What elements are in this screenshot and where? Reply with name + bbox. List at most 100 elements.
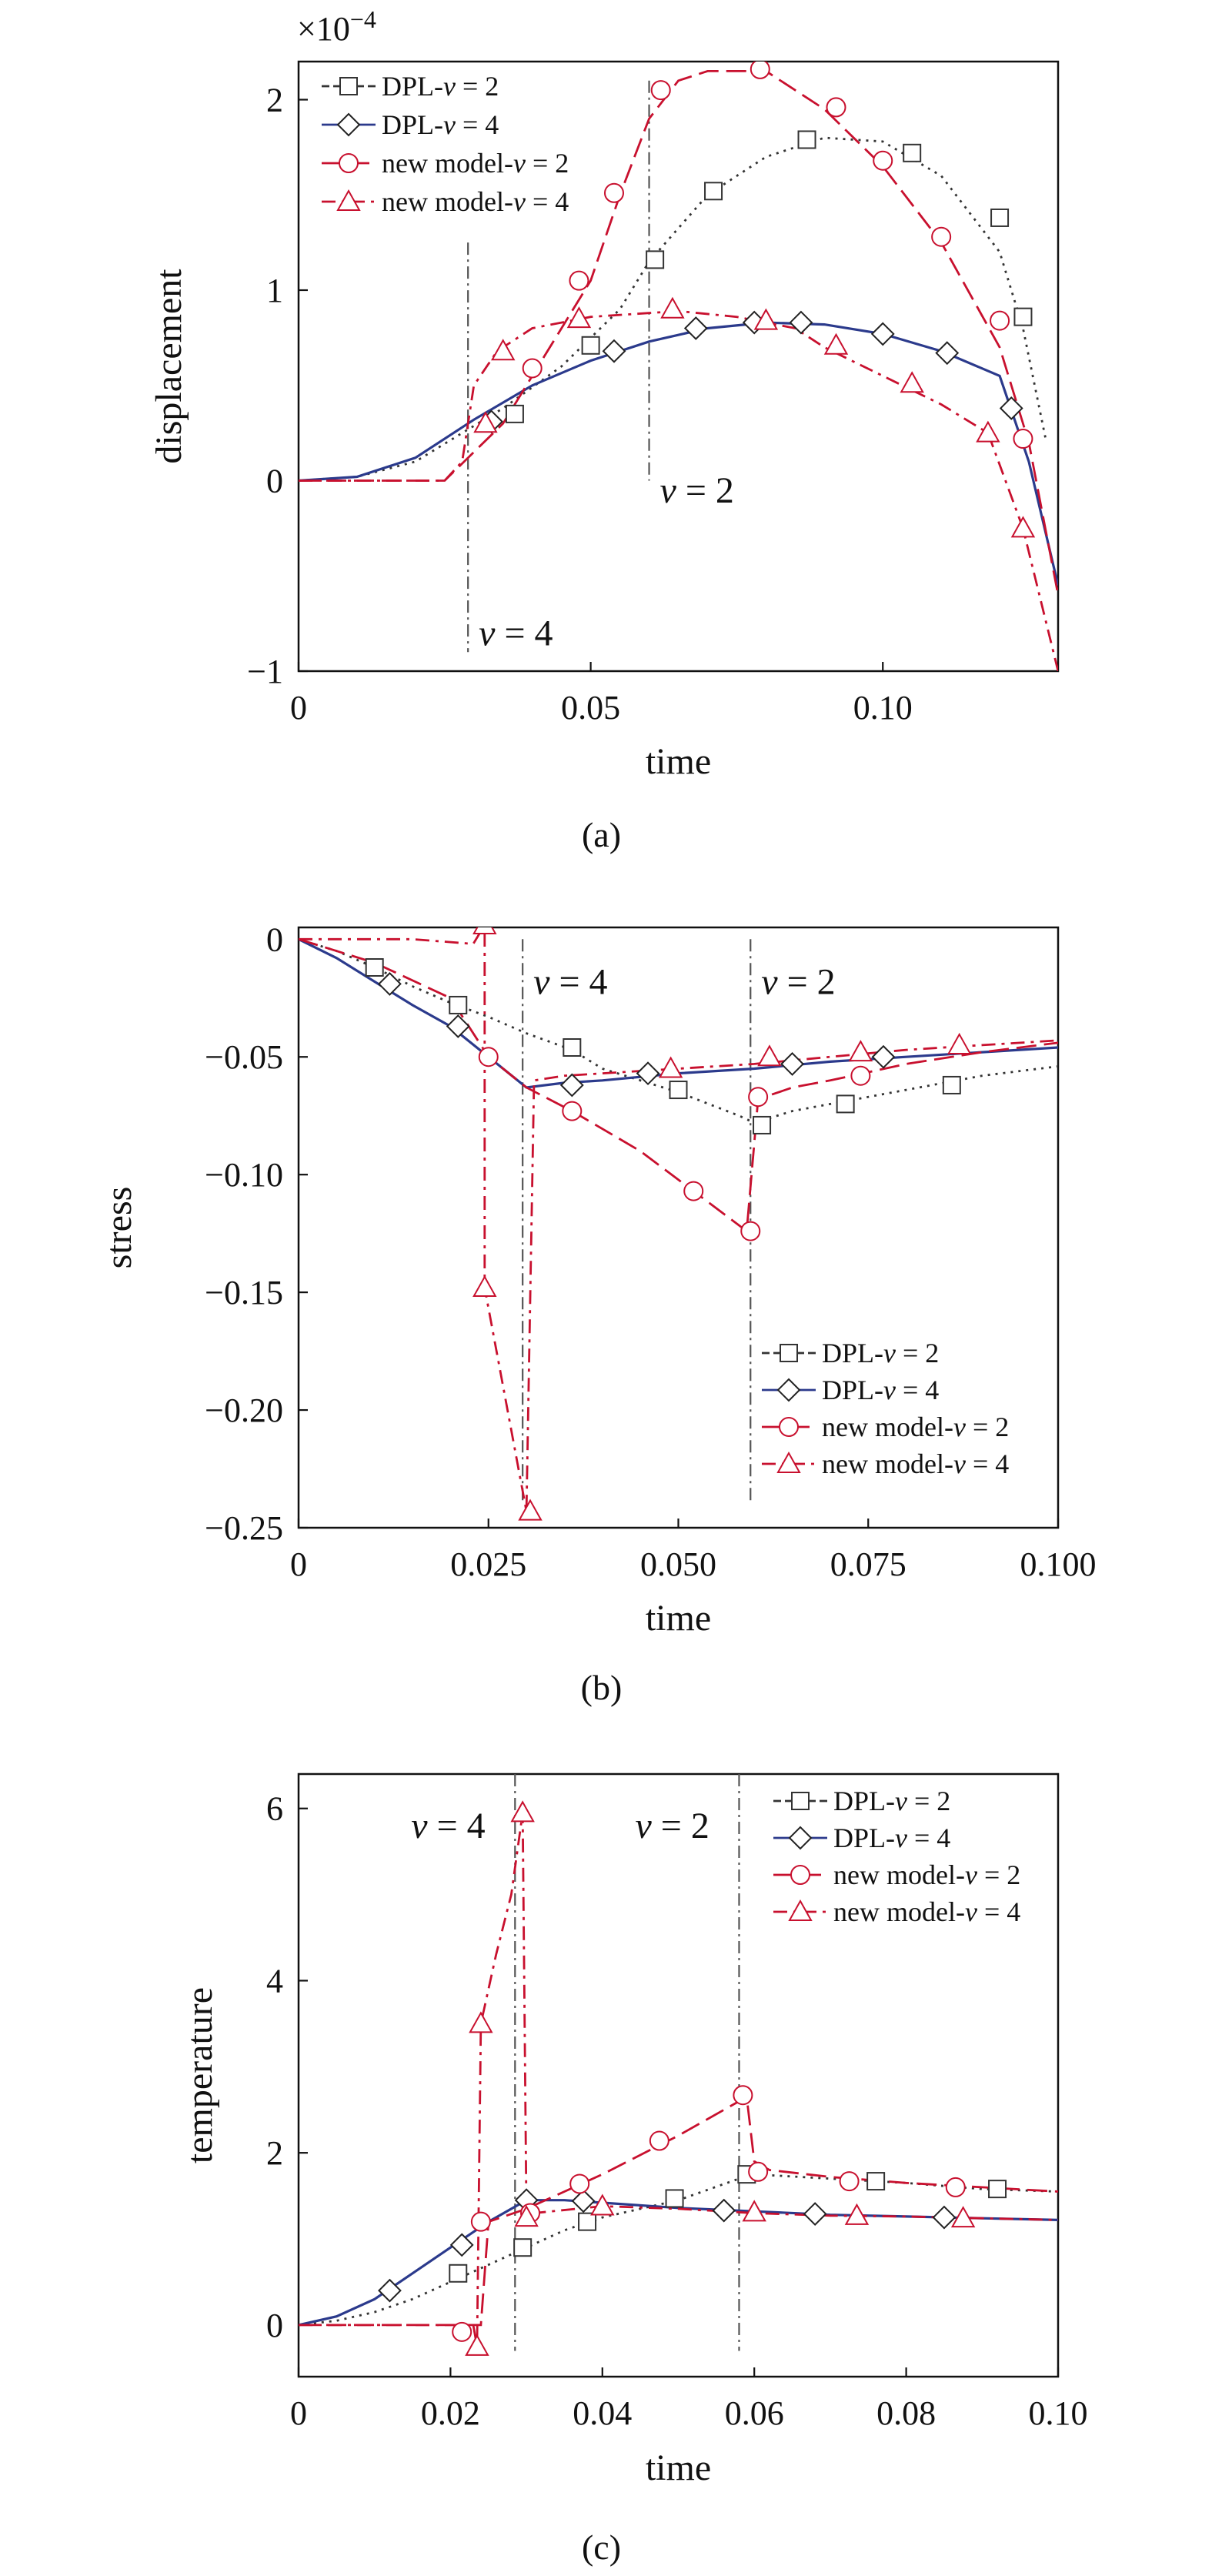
legend-label: new model-v = 4: [822, 1448, 1009, 1479]
data-point: [704, 182, 723, 201]
series-line: [299, 2095, 1058, 2327]
data-point: [491, 339, 516, 361]
y-tick-label: −0.20: [205, 1392, 283, 1429]
data-point: [931, 226, 952, 247]
x-tick-label: 0: [290, 689, 307, 727]
data-point: [446, 1014, 470, 1038]
data-point: [789, 310, 813, 335]
data-point: [932, 2205, 957, 2230]
data-point: [990, 208, 1010, 227]
legend-marker: [339, 153, 359, 173]
legend-label: DPL-v = 2: [822, 1338, 939, 1368]
data-point: [452, 2321, 472, 2342]
series-line: [299, 1813, 1058, 2347]
data-point: [603, 182, 624, 203]
y-tick-label: 0: [266, 463, 283, 500]
data-point: [665, 2189, 684, 2208]
data-point: [571, 2189, 596, 2213]
data-point: [649, 2130, 669, 2151]
plot-frame: [297, 1772, 1060, 2378]
annotation-label: v = 2: [660, 470, 734, 511]
data-point: [976, 420, 1000, 443]
data-point: [873, 150, 893, 171]
data-point: [472, 927, 497, 934]
data-point: [871, 1044, 896, 1069]
data-point: [844, 2203, 870, 2225]
data-point: [757, 1044, 782, 1067]
legend-label: DPL-v = 2: [833, 1786, 950, 1816]
data-point: [513, 2238, 533, 2257]
x-tick-label: 0: [290, 1545, 307, 1583]
data-point: [590, 2193, 615, 2216]
data-point: [750, 62, 770, 79]
data-point: [712, 2198, 736, 2223]
data-point: [866, 2172, 886, 2191]
plot-frame: [297, 60, 1060, 673]
legend-marker: [779, 1417, 799, 1437]
data-point: [1010, 516, 1036, 538]
legend-label: DPL-v = 4: [382, 109, 499, 140]
data-point: [562, 1101, 583, 1121]
series-line: [299, 136, 1048, 482]
panel-a-displacement-chart: 0 0.05 0.10−1012×10−4timedisplacement(a)v …: [149, 5, 1060, 854]
data-point: [569, 2173, 590, 2194]
legend-label: new model-v = 2: [382, 148, 569, 179]
data-point: [636, 1061, 660, 1086]
data-point: [449, 995, 468, 1014]
data-point: [470, 2211, 491, 2232]
y-tick-label: 2: [266, 82, 283, 119]
x-axis-title: time: [646, 2447, 711, 2488]
data-point: [850, 1065, 871, 1086]
y-axis-title: temperature: [179, 1987, 220, 2163]
legend-marker: [336, 112, 361, 137]
data-point: [753, 308, 779, 330]
x-axis-title: time: [646, 741, 711, 782]
data-point: [465, 2334, 489, 2356]
y-tick-label: 0: [266, 2307, 283, 2344]
series-line: [299, 927, 1058, 1512]
x-tick-label: 0.10: [1029, 2394, 1088, 2432]
data-point: [569, 270, 589, 291]
data-point: [522, 358, 543, 379]
data-point: [742, 2200, 766, 2222]
panel-b-stress-chart: 0 0.025 0.050 0.075 0.100 0 −0.05 −0.10 −0.15 −0.…: [98, 920, 1097, 1707]
data-point: [566, 306, 592, 329]
legend-marker: [776, 1451, 801, 1473]
data-point: [683, 316, 708, 340]
data-point: [1013, 429, 1033, 449]
legend-marker: [776, 1378, 801, 1402]
data-point: [999, 396, 1023, 420]
y-tick-label: −0.10: [205, 1156, 283, 1194]
data-point: [658, 1056, 683, 1078]
data-point: [780, 1051, 804, 1076]
data-point: [935, 341, 960, 366]
panel-label: (b): [581, 1668, 623, 1707]
data-point: [602, 339, 626, 363]
data-point: [646, 250, 665, 269]
data-point: [505, 404, 524, 423]
y-tick-label: 6: [266, 1790, 283, 1828]
annotation-label: v = 4: [533, 961, 607, 1002]
data-point: [945, 2177, 966, 2197]
data-point: [836, 1094, 855, 1114]
annotation-label: v = 2: [635, 1806, 709, 1846]
x-tick-label: 0.025: [450, 1545, 526, 1583]
x-tick-label: 0.02: [421, 2394, 480, 2432]
data-point: [563, 1038, 582, 1057]
annotation-label: v = 4: [479, 613, 553, 654]
data-point: [848, 1040, 873, 1062]
data-point: [650, 80, 671, 101]
y-tick-label: −0.05: [205, 1038, 283, 1076]
x-tick-label: 0.10: [853, 689, 913, 727]
data-point: [469, 2011, 493, 2033]
x-tick-label: 0.050: [640, 1545, 716, 1583]
data-point: [797, 130, 816, 149]
data-point: [748, 2161, 769, 2182]
data-point: [510, 1800, 535, 1823]
data-point: [559, 1073, 584, 1098]
data-point: [472, 1275, 497, 1297]
series-line: [299, 309, 1058, 671]
y-tick-label: 2: [266, 2134, 283, 2172]
data-point: [839, 2171, 860, 2192]
